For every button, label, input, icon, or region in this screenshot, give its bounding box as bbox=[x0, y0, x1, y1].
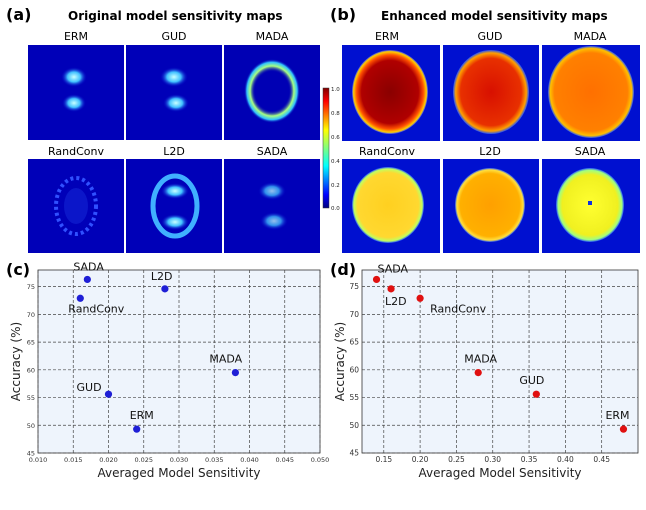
map-b-mada bbox=[542, 45, 640, 141]
point-label-mada: MADA bbox=[209, 353, 242, 366]
y-tick-label: 75 bbox=[27, 283, 35, 291]
data-point-mada bbox=[231, 368, 239, 377]
y-tick-label: 45 bbox=[27, 450, 35, 458]
colorbar-tick: 0.4 bbox=[331, 159, 340, 165]
x-tick-label: 0.35 bbox=[521, 455, 538, 464]
x-tick-label: 0.035 bbox=[205, 456, 224, 464]
data-point-gud bbox=[532, 390, 540, 398]
colorbar-tick: 0.6 bbox=[331, 135, 340, 141]
point-label-l2d: L2D bbox=[385, 295, 407, 308]
map-label-b-sada: SADA bbox=[575, 145, 606, 158]
x-tick-label: 0.20 bbox=[412, 455, 429, 464]
panel-title-a: Original model sensitivity maps bbox=[68, 9, 283, 23]
x-tick-label: 0.050 bbox=[311, 456, 330, 464]
map-b-randconv bbox=[342, 159, 440, 253]
map-b-sada bbox=[542, 159, 640, 253]
x-axis-label: Averaged Model Sensitivity bbox=[418, 466, 581, 480]
point-label-mada: MADA bbox=[464, 353, 497, 366]
y-axis-label: Accuracy (%) bbox=[333, 322, 347, 401]
map-label-b-l2d: L2D bbox=[479, 145, 501, 158]
colorbar-tick: 1.0 bbox=[331, 87, 340, 93]
point-label-randconv: RandConv bbox=[68, 302, 124, 315]
x-tick-label: 0.045 bbox=[275, 456, 294, 464]
map-a-randconv bbox=[28, 159, 124, 253]
data-point-randconv bbox=[76, 294, 84, 302]
data-point-randconv bbox=[416, 294, 424, 302]
data-point-gud bbox=[104, 390, 113, 398]
colorbar-tick: 0.2 bbox=[331, 183, 340, 189]
point-label-l2d: L2D bbox=[151, 270, 173, 283]
x-axis-label: Averaged Model Sensitivity bbox=[97, 466, 260, 480]
panel-letter-d: (d) bbox=[330, 260, 356, 279]
y-tick-label: 50 bbox=[349, 421, 359, 430]
scatter-chart-c: 0.010 0.015 0.020 0.025 0.030 0.035 0.040 0.045… bbox=[9, 260, 329, 480]
map-label-a-l2d: L2D bbox=[163, 145, 185, 158]
plot-area bbox=[361, 269, 639, 454]
y-axis-label: Accuracy (%) bbox=[9, 322, 23, 401]
data-point-sada bbox=[372, 275, 381, 284]
x-tick-label: 0.015 bbox=[64, 456, 83, 464]
map-b-erm bbox=[342, 45, 440, 141]
map-b-l2d bbox=[443, 159, 539, 253]
point-label-erm: ERM bbox=[130, 409, 154, 422]
map-label-b-erm: ERM bbox=[375, 30, 399, 43]
y-tick-label: 65 bbox=[349, 338, 359, 347]
y-tick-label: 55 bbox=[349, 393, 359, 402]
point-label-gud: GUD bbox=[519, 374, 544, 387]
y-tick-label: 55 bbox=[27, 394, 35, 402]
point-label-randconv: RandConv bbox=[430, 302, 486, 315]
y-tick-label: 45 bbox=[349, 449, 359, 458]
map-label-b-randconv: RandConv bbox=[359, 145, 415, 158]
map-label-a-randconv: RandConv bbox=[48, 145, 104, 158]
map-a-mada bbox=[224, 45, 320, 140]
colorbar-tick: 0.8 bbox=[331, 111, 340, 117]
x-tick-label: 0.010 bbox=[29, 456, 48, 464]
y-tick-label: 65 bbox=[27, 339, 35, 347]
point-label-gud: GUD bbox=[77, 381, 102, 394]
panel-letter-c: (c) bbox=[6, 260, 30, 279]
map-a-l2d bbox=[126, 159, 222, 253]
data-point-erm bbox=[619, 425, 628, 433]
data-point-sada bbox=[83, 275, 91, 284]
data-point-mada bbox=[474, 368, 482, 377]
y-tick-label: 50 bbox=[27, 422, 35, 430]
x-tick-label: 0.15 bbox=[375, 455, 392, 464]
x-tick-label: 0.020 bbox=[99, 456, 118, 464]
x-tick-label: 0.030 bbox=[170, 456, 189, 464]
x-tick-label: 0.25 bbox=[448, 455, 465, 464]
map-b-gud bbox=[443, 45, 539, 141]
x-tick-label: 0.30 bbox=[484, 455, 501, 464]
map-a-sada bbox=[224, 159, 320, 253]
point-label-sada: SADA bbox=[73, 260, 104, 273]
panel-letter-b: (b) bbox=[330, 5, 356, 24]
map-a-gud bbox=[126, 45, 222, 140]
panel-title-b: Enhanced model sensitivity maps bbox=[381, 9, 608, 23]
colorbar-tick: 0.0 bbox=[331, 206, 340, 212]
x-tick-label: 0.45 bbox=[593, 455, 610, 464]
map-label-a-erm: ERM bbox=[64, 30, 88, 43]
data-point-erm bbox=[133, 425, 141, 433]
map-label-a-mada: MADA bbox=[256, 30, 289, 43]
map-label-a-sada: SADA bbox=[257, 145, 288, 158]
y-tick-label: 70 bbox=[27, 311, 35, 319]
x-tick-label: 0.040 bbox=[240, 456, 259, 464]
y-tick-label: 60 bbox=[27, 366, 35, 374]
data-point-l2d bbox=[387, 285, 395, 293]
map-label-a-gud: GUD bbox=[161, 30, 186, 43]
map-label-b-gud: GUD bbox=[477, 30, 502, 43]
panel-letter-a: (a) bbox=[6, 5, 31, 24]
x-tick-label: 0.025 bbox=[134, 456, 153, 464]
y-tick-label: 75 bbox=[349, 282, 359, 291]
point-label-sada: SADA bbox=[378, 262, 409, 275]
scatter-chart-d: 0.15 0.20 0.25 0.30 0.35 0.40 0.45 45 50 55 60 65 70… bbox=[333, 262, 639, 480]
point-label-erm: ERM bbox=[605, 409, 629, 422]
data-point-l2d bbox=[161, 285, 169, 293]
y-tick-label: 60 bbox=[349, 365, 359, 374]
colorbar: 1.0 0.8 0.6 0.4 0.2 0.0 bbox=[322, 87, 340, 212]
map-a-erm bbox=[28, 45, 124, 140]
x-tick-label: 0.40 bbox=[557, 455, 574, 464]
map-label-b-mada: MADA bbox=[574, 30, 607, 43]
y-tick-label: 70 bbox=[349, 310, 359, 319]
